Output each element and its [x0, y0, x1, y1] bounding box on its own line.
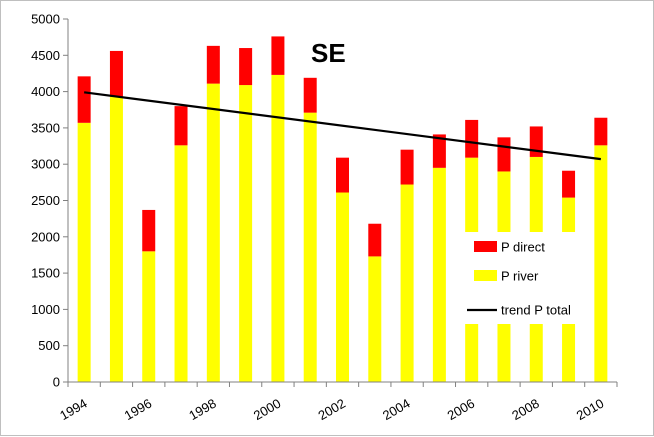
- bar-p-river: [271, 74, 285, 382]
- bar-p-river: [594, 145, 608, 382]
- y-tick-label: 4000: [31, 84, 60, 99]
- bars: [77, 36, 608, 383]
- trend-line: [84, 91, 601, 161]
- trend-line-group: [84, 91, 601, 161]
- legend-swatch: [474, 241, 497, 252]
- bar-p-river: [400, 184, 414, 382]
- x-tick-label: 2010: [574, 396, 607, 423]
- bar-p-direct: [497, 137, 511, 172]
- bar-p-river: [303, 112, 317, 383]
- y-tick-label: 0: [53, 375, 60, 390]
- x-tick-label: 2004: [380, 396, 413, 423]
- bar-p-river: [239, 85, 253, 382]
- y-tick-label: 2000: [31, 229, 60, 244]
- y-tick-label: 2500: [31, 193, 60, 208]
- x-axis: 1994 1996 1998 2000 2002 2004 2006 2008 2010: [57, 381, 618, 423]
- y-axis: 0 500 1000 1500 2000 2500 3000 3500 4000 4500 5000: [31, 12, 69, 390]
- bar-p-direct: [206, 45, 220, 84]
- bar-p-direct: [562, 170, 576, 198]
- bar-p-direct: [336, 157, 349, 193]
- bar-p-river: [206, 83, 220, 382]
- x-tick-label: 1994: [57, 396, 90, 423]
- legend-label: P direct: [501, 240, 545, 255]
- bar-p-direct: [368, 223, 382, 257]
- bar-p-direct: [303, 77, 317, 113]
- bar-p-direct: [400, 149, 414, 185]
- legend-swatch: [474, 270, 497, 281]
- x-tick-label: 2000: [251, 396, 284, 423]
- bar-p-direct: [174, 106, 188, 146]
- y-tick-label: 3500: [31, 120, 60, 135]
- x-tick-label: 1998: [186, 396, 219, 423]
- legend-label: trend P total: [501, 303, 571, 318]
- y-tick-label: 4500: [31, 48, 60, 63]
- y-tick-label: 1500: [31, 266, 60, 281]
- bar-p-direct: [271, 36, 285, 75]
- chart-label: SE: [311, 38, 346, 68]
- y-tick-label: 500: [38, 338, 60, 353]
- bar-p-river: [432, 167, 446, 382]
- bar-p-direct: [239, 48, 253, 86]
- x-tick-label: 2006: [445, 396, 478, 423]
- legend-label: P river: [501, 269, 539, 284]
- bar-p-direct: [142, 209, 156, 252]
- x-tick-label: 1996: [122, 396, 155, 423]
- bar-p-river: [77, 122, 91, 383]
- bar-p-river: [109, 96, 123, 382]
- bar-p-river: [336, 192, 349, 382]
- bar-p-direct: [77, 76, 91, 123]
- bar-p-direct: [465, 119, 479, 158]
- y-tick-label: 3000: [31, 157, 60, 172]
- legend: P direct P river trend P total: [464, 232, 586, 324]
- bar-p-river: [142, 251, 156, 382]
- bar-p-direct: [432, 134, 446, 168]
- bar-p-direct: [594, 117, 608, 146]
- x-tick-label: 2008: [509, 396, 542, 423]
- bar-p-river: [368, 256, 382, 382]
- bar-p-direct: [109, 50, 123, 97]
- x-tick-label: 2002: [315, 396, 348, 423]
- bar-p-river: [174, 145, 188, 382]
- y-tick-label: 1000: [31, 302, 60, 317]
- y-tick-label: 5000: [31, 12, 60, 27]
